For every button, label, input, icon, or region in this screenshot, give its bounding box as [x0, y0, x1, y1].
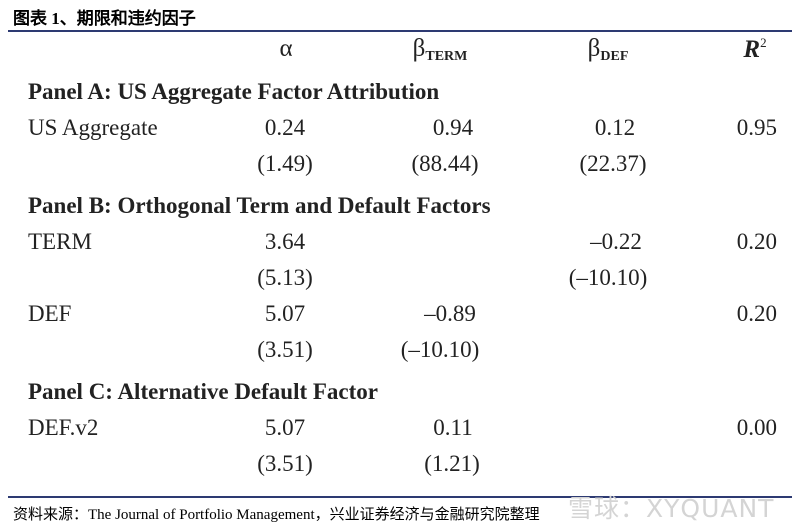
cell-alpha: 0.24: [264, 115, 306, 140]
cell-alpha: 5.07: [264, 415, 306, 440]
panel-a-title: Panel A: US Aggregate Factor Attribution: [28, 79, 440, 104]
cell-beta-def: 0.12: [594, 115, 636, 140]
cell-r-squared: 0.00: [736, 415, 777, 440]
cell-t-alpha: (3.51): [257, 451, 313, 476]
header-alpha: α: [279, 35, 293, 62]
cell-t-def: (22.37): [579, 151, 647, 176]
header-beta-term: βTERM: [412, 35, 468, 64]
cell-t-alpha: (5.13): [257, 265, 313, 290]
cell-t-term: (–10.10): [400, 337, 480, 362]
cell-t-term: (1.21): [424, 451, 480, 476]
cell-r-squared: 0.95: [736, 115, 777, 140]
cell-t-def: (–10.10): [568, 265, 648, 290]
cell-t-alpha: (3.51): [257, 337, 313, 362]
cell-alpha: 3.64: [264, 229, 306, 254]
row-label-def: DEF: [28, 301, 72, 326]
cell-beta-def: –0.22: [590, 229, 642, 254]
table-caption: 图表 1、期限和违约因子: [13, 9, 196, 28]
top-rule: [8, 30, 792, 32]
source-note: 资料来源：The Journal of Portfolio Management…: [13, 507, 540, 523]
cell-r-squared: 0.20: [736, 229, 777, 254]
cell-beta-term: 0.94: [432, 115, 474, 140]
cell-t-alpha: (1.49): [257, 151, 313, 176]
cell-t-term: (88.44): [411, 151, 479, 176]
panel-c-title: Panel C: Alternative Default Factor: [28, 379, 379, 404]
cell-beta-term: 0.11: [433, 415, 473, 440]
row-label-term: TERM: [28, 229, 92, 254]
header-beta-def: βDEF: [587, 35, 629, 64]
bottom-rule: [8, 496, 792, 498]
cell-r-squared: 0.20: [736, 301, 777, 326]
cell-beta-term: –0.89: [424, 301, 476, 326]
row-label-def-v2: DEF.v2: [28, 415, 99, 440]
panel-b-title: Panel B: Orthogonal Term and Default Fac…: [28, 193, 491, 218]
header-r-squared: R2: [743, 35, 767, 63]
cell-alpha: 5.07: [264, 301, 306, 326]
watermark-text: 雪球：XYQUANT: [568, 494, 775, 523]
row-label-us-aggregate: US Aggregate: [28, 115, 158, 140]
